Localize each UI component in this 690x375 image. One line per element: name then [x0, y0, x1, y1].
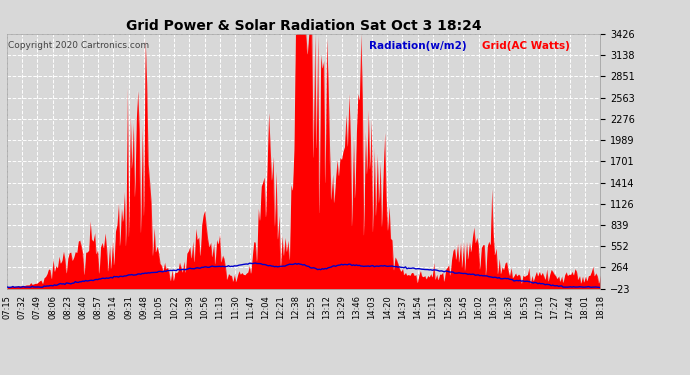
- Text: Radiation(w/m2): Radiation(w/m2): [369, 41, 466, 51]
- Text: Grid(AC Watts): Grid(AC Watts): [482, 41, 569, 51]
- Text: Copyright 2020 Cartronics.com: Copyright 2020 Cartronics.com: [8, 41, 149, 50]
- Title: Grid Power & Solar Radiation Sat Oct 3 18:24: Grid Power & Solar Radiation Sat Oct 3 1…: [126, 19, 482, 33]
